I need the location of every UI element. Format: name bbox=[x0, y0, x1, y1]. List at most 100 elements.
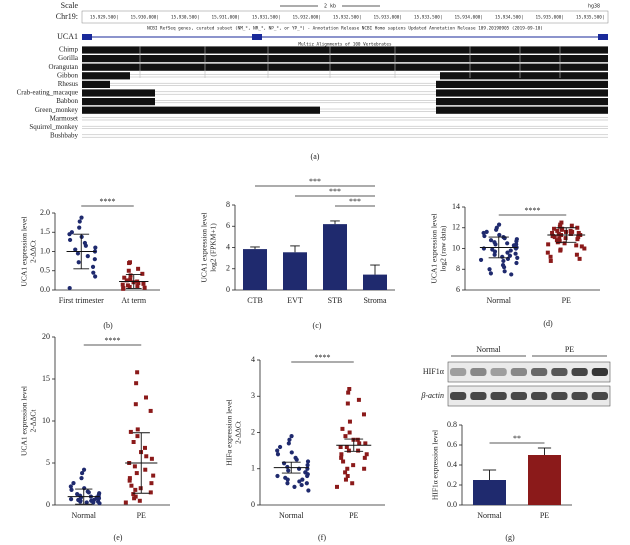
x-tick-label: EVT bbox=[287, 296, 303, 305]
panel-label: (a) bbox=[311, 152, 320, 161]
y-tick-label: 0 bbox=[46, 500, 50, 509]
point bbox=[143, 467, 148, 472]
y-tick-label: 0.2 bbox=[447, 480, 457, 489]
point bbox=[68, 484, 73, 489]
point bbox=[297, 479, 302, 484]
point bbox=[127, 476, 132, 481]
point bbox=[122, 275, 127, 280]
species-label: Crab-eating_macaque bbox=[17, 89, 78, 97]
point bbox=[299, 482, 304, 488]
point bbox=[574, 243, 579, 248]
y-tick-label: 6 bbox=[456, 285, 460, 294]
point bbox=[505, 250, 510, 255]
point bbox=[577, 256, 582, 261]
blot-band bbox=[591, 368, 608, 376]
blot-band bbox=[571, 368, 588, 376]
point bbox=[79, 215, 84, 220]
point bbox=[513, 251, 518, 256]
blot-band bbox=[531, 392, 548, 400]
y-tick-label: 1.0 bbox=[40, 246, 50, 255]
y-tick-label: 4 bbox=[226, 242, 230, 251]
y-tick-label: 12 bbox=[452, 223, 460, 232]
point bbox=[515, 255, 520, 260]
point bbox=[487, 267, 492, 272]
x-tick-label: PE bbox=[540, 511, 549, 520]
point bbox=[344, 445, 349, 449]
blot-band bbox=[510, 392, 527, 400]
point bbox=[306, 488, 311, 493]
position-label: 15,933,500| bbox=[414, 15, 442, 21]
point bbox=[356, 397, 361, 402]
y-tick-label: 10 bbox=[42, 416, 50, 425]
point bbox=[496, 222, 502, 227]
point bbox=[558, 222, 563, 227]
significance-label: **** bbox=[105, 336, 121, 345]
point bbox=[357, 441, 362, 446]
point bbox=[132, 464, 137, 469]
position-label: 15,932,000| bbox=[293, 15, 321, 21]
point bbox=[97, 501, 102, 506]
point bbox=[148, 408, 153, 413]
blot-band bbox=[510, 368, 527, 376]
alignment-block bbox=[436, 80, 608, 88]
y-axis-label: HIF1α expression level bbox=[431, 430, 440, 500]
point bbox=[71, 481, 76, 486]
point bbox=[135, 434, 140, 439]
blot-row-label: HIF1α bbox=[423, 367, 445, 376]
bar bbox=[363, 274, 387, 290]
position-label: 15,931,500| bbox=[252, 15, 280, 21]
gene-track-label: UCA1 bbox=[57, 32, 78, 41]
alignment-block bbox=[82, 72, 130, 80]
point bbox=[134, 471, 139, 476]
point bbox=[93, 245, 98, 250]
point bbox=[90, 264, 96, 269]
point bbox=[340, 426, 345, 431]
point bbox=[76, 260, 81, 265]
point bbox=[92, 257, 97, 262]
significance-label: **** bbox=[315, 353, 331, 362]
point bbox=[128, 277, 133, 282]
point bbox=[556, 231, 561, 236]
point bbox=[345, 466, 350, 471]
point bbox=[289, 450, 294, 455]
species-label: Squirrel_monkey bbox=[29, 123, 78, 131]
bar bbox=[323, 224, 347, 290]
gene-exon bbox=[598, 34, 608, 40]
gene-exon bbox=[252, 34, 262, 40]
blot-band bbox=[571, 392, 588, 400]
point bbox=[304, 481, 309, 486]
point bbox=[552, 226, 557, 231]
point bbox=[275, 473, 280, 479]
x-tick-label: First trimester bbox=[59, 296, 104, 305]
point bbox=[275, 452, 281, 457]
point bbox=[77, 225, 82, 230]
point bbox=[127, 284, 132, 289]
blot-band bbox=[470, 368, 487, 376]
y-tick-label: 2 bbox=[251, 427, 255, 436]
point bbox=[131, 492, 136, 497]
alignment-block bbox=[440, 72, 608, 80]
species-label: Green_monkey bbox=[35, 106, 79, 114]
species-label: Orangutan bbox=[48, 63, 78, 71]
alignment-block bbox=[82, 46, 608, 54]
blot-band bbox=[551, 368, 568, 376]
refseq-note: NCBI RefSeq genes, curated subset (NM_*,… bbox=[147, 26, 543, 32]
point bbox=[505, 241, 510, 246]
position-label: 15,930,000| bbox=[131, 15, 159, 21]
point bbox=[509, 272, 514, 277]
point bbox=[488, 238, 494, 243]
point bbox=[148, 490, 153, 495]
significance-label: ** bbox=[513, 434, 521, 443]
point bbox=[343, 477, 348, 482]
point bbox=[345, 474, 350, 478]
point bbox=[356, 448, 361, 453]
point bbox=[494, 227, 499, 232]
blot-band bbox=[531, 368, 548, 376]
point bbox=[305, 473, 310, 479]
point bbox=[86, 490, 91, 495]
point bbox=[67, 285, 72, 291]
x-tick-label: Normal bbox=[72, 511, 97, 520]
point bbox=[287, 437, 292, 442]
x-tick-label: Normal bbox=[279, 511, 304, 520]
chrom-label: Chr19: bbox=[56, 12, 78, 21]
